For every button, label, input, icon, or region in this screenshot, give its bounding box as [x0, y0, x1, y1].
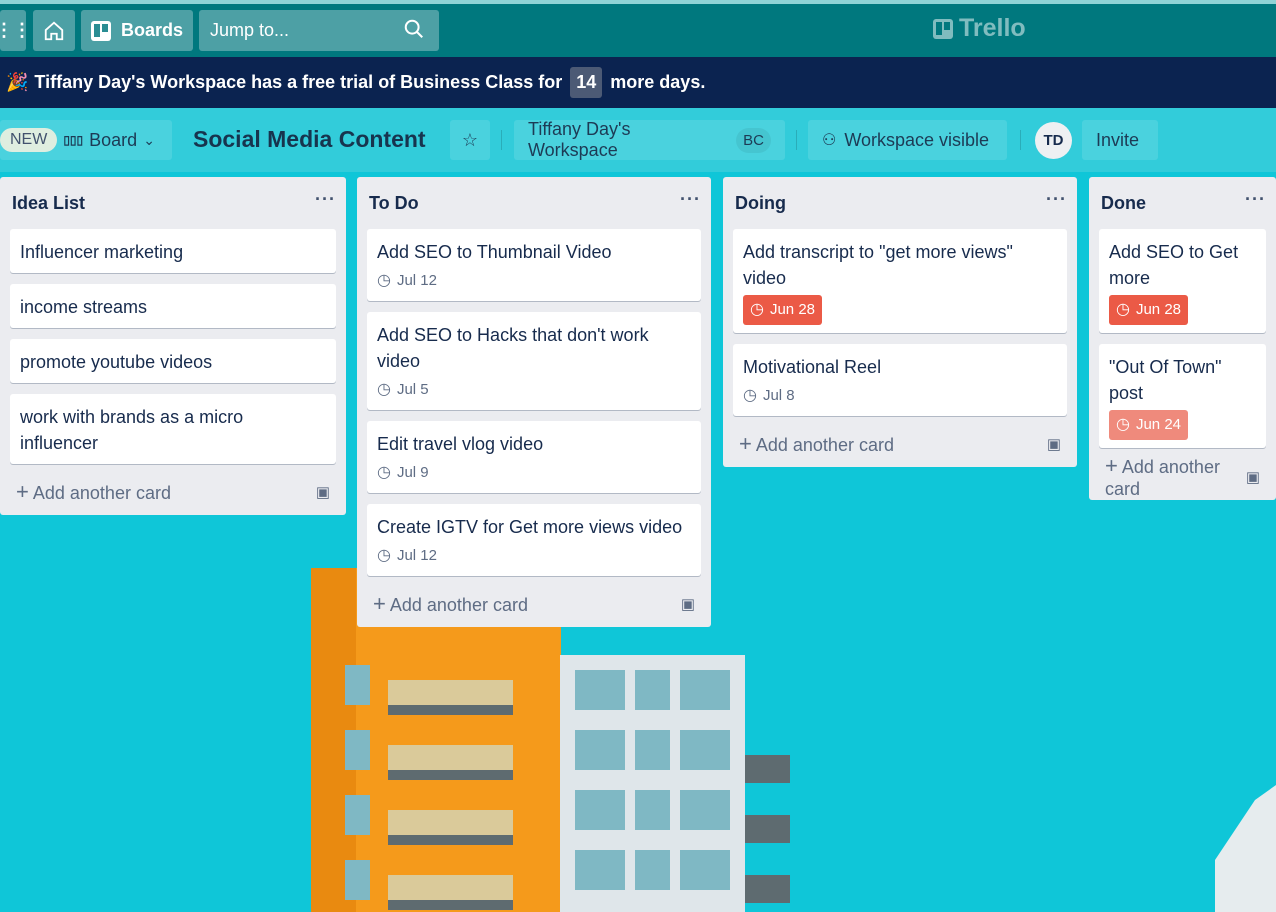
card-title: Influencer marketing [20, 242, 184, 262]
clock-icon: ◷ [377, 464, 391, 481]
view-switcher[interactable]: NEW ▯▯▯ Board ⌄ [0, 120, 172, 160]
card-title: Create IGTV for Get more views video [377, 517, 683, 537]
list-menu-icon[interactable]: ··· [1046, 188, 1067, 209]
clock-icon: ◷ [377, 547, 391, 564]
list-menu-icon[interactable]: ··· [1245, 188, 1266, 209]
due-date-badge: ◷ Jun 24 [1109, 410, 1189, 440]
boards-icon [90, 20, 111, 41]
due-date-badge: ◷ Jul 5 [377, 378, 429, 402]
list-doing: Doing ··· Add transcript to "get more view… [723, 177, 1077, 467]
board-view-icon: ▯▯▯ [63, 133, 84, 147]
workspace-plan-badge: BC [736, 127, 771, 153]
workspace-button[interactable]: Tiffany Day's Workspace BC [514, 119, 785, 160]
card-template-icon[interactable]: ▣ [315, 484, 330, 501]
due-date-badge: ◷ Jul 8 [743, 384, 795, 408]
card-title: promote youtube videos [20, 352, 213, 372]
due-date-badge: ◷ Jun 28 [1109, 295, 1189, 325]
card[interactable]: work with brands as a micro influencer [10, 394, 336, 464]
party-icon: 🎉 [6, 72, 29, 92]
days-badge: 14 [570, 67, 603, 98]
apps-grid-button[interactable]: ⋮⋮ [0, 10, 31, 51]
card[interactable]: Add SEO to Get more ◷ Jun 28 [1099, 229, 1266, 333]
clock-icon: ◷ [377, 272, 391, 289]
clock-icon: ◷ [743, 387, 757, 404]
invite-button[interactable]: Invite [1082, 120, 1158, 160]
card[interactable]: Motivational Reel ◷ Jul 8 [733, 344, 1067, 416]
home-icon [44, 21, 64, 40]
list-title[interactable]: Done [1101, 192, 1146, 213]
grid-icon: ⋮⋮ [0, 20, 31, 40]
list-header: Doing ··· [733, 177, 1067, 229]
add-card-button[interactable]: + Add another card ▣ [16, 479, 330, 504]
new-badge: NEW [0, 128, 58, 152]
card-template-icon[interactable]: ▣ [1245, 468, 1260, 486]
board-header: NEW ▯▯▯ Board ⌄ Social Media Content ☆ T… [0, 108, 1276, 172]
list-menu-icon[interactable]: ··· [680, 188, 701, 209]
plus-icon: + [373, 591, 386, 616]
list-header: To Do ··· [367, 177, 701, 229]
chevron-down-icon: ⌄ [143, 131, 155, 148]
card-title: Add SEO to Hacks that don't work video [377, 325, 649, 371]
card-title: Add transcript to "get more views" video [743, 242, 1013, 288]
trello-logo[interactable]: Trello [933, 14, 1026, 43]
trello-logo-icon [933, 18, 953, 39]
star-icon: ☆ [461, 129, 479, 150]
card-title: work with brands as a micro influencer [20, 407, 244, 453]
add-card-button[interactable]: + Add another card ▣ [1105, 453, 1260, 499]
search-input[interactable]: Jump to... [199, 10, 439, 51]
list-title[interactable]: Doing [735, 192, 786, 213]
card-title: Motivational Reel [743, 357, 882, 377]
plus-icon: + [1105, 453, 1118, 478]
card-title: income streams [20, 297, 148, 317]
card[interactable]: Add SEO to Thumbnail Video ◷ Jul 12 [367, 229, 701, 301]
search-icon [404, 19, 423, 38]
list-done: Done ··· Add SEO to Get more ◷ Jun 28 "Out Of… [1089, 177, 1276, 500]
card[interactable]: promote youtube videos [10, 339, 336, 383]
add-card-button[interactable]: + Add another card ▣ [373, 591, 695, 616]
plus-icon: + [16, 479, 29, 504]
list-title[interactable]: Idea List [12, 192, 86, 213]
visibility-button[interactable]: ⚇ Workspace visible [808, 120, 1007, 160]
board-title[interactable]: Social Media Content [193, 126, 426, 152]
due-date-badge: ◷ Jul 12 [377, 269, 437, 293]
plus-icon: + [739, 431, 752, 456]
card[interactable]: Add transcript to "get more views" video… [733, 229, 1067, 333]
card-template-icon[interactable]: ▣ [1046, 436, 1061, 453]
card-template-icon[interactable]: ▣ [680, 596, 695, 613]
card-title: "Out Of Town" post [1109, 357, 1222, 403]
card[interactable]: income streams [10, 284, 336, 328]
clock-icon: ◷ [1116, 301, 1130, 318]
card-title: Edit travel vlog video [377, 434, 544, 454]
card[interactable]: "Out Of Town" post ◷ Jun 24 [1099, 344, 1266, 448]
clock-icon: ◷ [1116, 416, 1130, 433]
avatar[interactable]: TD [1035, 122, 1072, 159]
list-title[interactable]: To Do [369, 192, 419, 213]
list-menu-icon[interactable]: ··· [315, 188, 336, 209]
list-header: Idea List ··· [10, 177, 336, 229]
due-date-badge: ◷ Jun 28 [743, 295, 823, 325]
card[interactable]: Influencer marketing [10, 229, 336, 273]
list-to-do: To Do ··· Add SEO to Thumbnail Video ◷ Jul 1… [357, 177, 711, 627]
card-title: Add SEO to Get more [1109, 242, 1239, 288]
due-date-badge: ◷ Jul 9 [377, 461, 429, 485]
clock-icon: ◷ [377, 381, 391, 398]
home-button[interactable] [33, 10, 75, 51]
card-title: Add SEO to Thumbnail Video [377, 242, 612, 262]
card[interactable]: Create IGTV for Get more views video ◷ Jul… [367, 504, 701, 576]
trial-banner: 🎉 Tiffany Day's Workspace has a free tri… [0, 57, 1276, 108]
add-card-button[interactable]: + Add another card ▣ [739, 431, 1061, 456]
boards-button[interactable]: Boards [81, 10, 193, 51]
top-nav: ⋮⋮ Boards Jump to... Trello [0, 0, 1276, 57]
card[interactable]: Add SEO to Hacks that don't work video ◷ J… [367, 312, 701, 410]
due-date-badge: ◷ Jul 12 [377, 544, 437, 568]
people-icon: ⚇ [822, 132, 837, 149]
list-idea-list: Idea List ··· Influencer marketing income s… [0, 177, 346, 515]
list-header: Done ··· [1099, 177, 1266, 229]
star-button[interactable]: ☆ [450, 120, 490, 160]
clock-icon: ◷ [750, 301, 764, 318]
card[interactable]: Edit travel vlog video ◷ Jul 9 [367, 421, 701, 493]
